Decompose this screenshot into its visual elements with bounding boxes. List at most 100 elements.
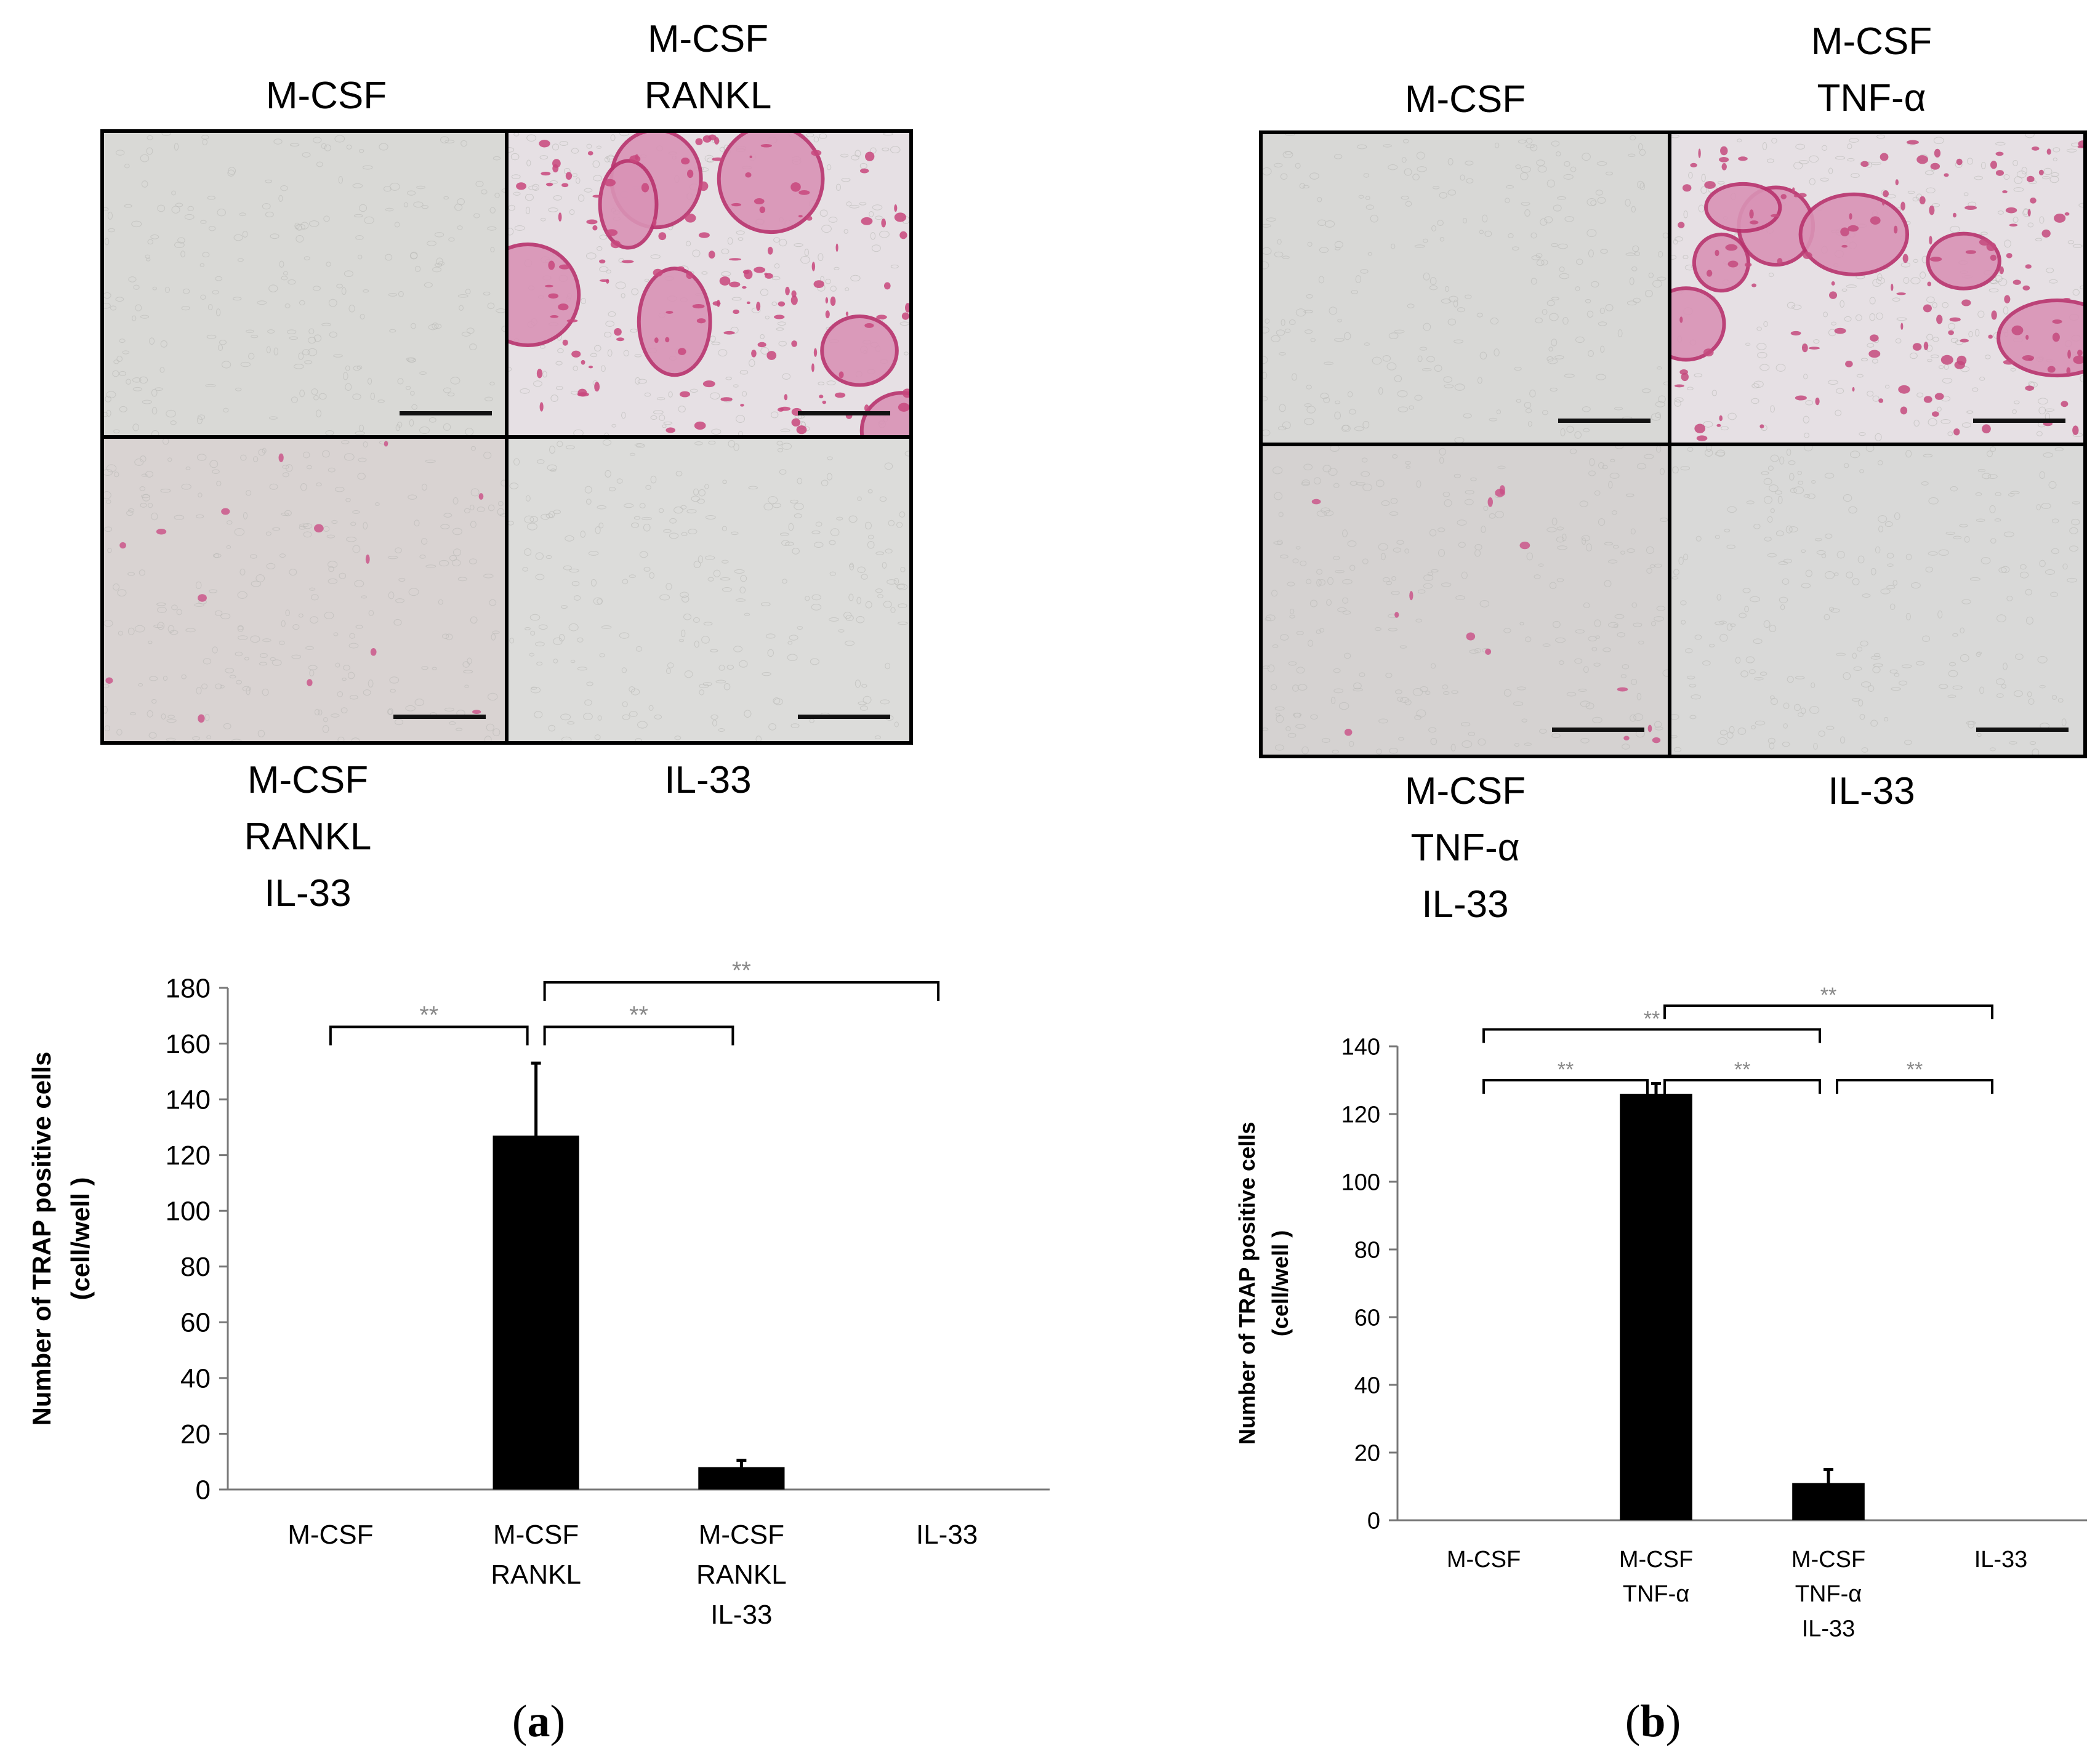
cell-outline	[153, 624, 164, 628]
cell-outline	[1553, 204, 1562, 212]
cell-outline	[1869, 297, 1876, 305]
cell-outline	[1457, 519, 1467, 526]
cell-outline	[358, 254, 363, 260]
trap-positive-cell	[2066, 367, 2071, 375]
cell-outline	[1354, 426, 1364, 431]
cell-outline	[250, 554, 257, 559]
cell-outline	[1994, 518, 2001, 522]
cell-outline	[1688, 172, 1693, 179]
cell-outline	[1701, 174, 1706, 182]
cell-outline	[206, 334, 217, 339]
cell-outline	[1316, 510, 1327, 517]
cell-outline	[738, 237, 744, 241]
cell-outline	[337, 736, 345, 741]
cell-outline	[1407, 303, 1415, 308]
cell-outline	[1551, 339, 1558, 347]
y-axis-unit-label: (cell/well )	[66, 1177, 95, 1301]
cell-outline	[594, 734, 601, 740]
cell-outline	[726, 665, 734, 670]
cell-outline	[341, 287, 347, 295]
cell-outline	[1916, 660, 1925, 666]
y-tick-label: 160	[166, 1029, 211, 1059]
cell-outline	[1497, 465, 1506, 470]
cell-outline	[1930, 355, 1939, 358]
cell-outline	[739, 660, 748, 668]
cell-outline	[415, 265, 421, 273]
trap-positive-cell	[2041, 229, 2051, 238]
cell-outline	[1397, 406, 1409, 412]
cell-outline	[496, 308, 505, 313]
cell-outline	[1342, 579, 1353, 585]
cell-outline	[305, 646, 314, 650]
cell-outline	[583, 713, 593, 720]
trap-positive-cell	[1690, 162, 1697, 167]
cell-outline	[1631, 678, 1638, 686]
cell-outline	[509, 147, 515, 153]
cell-outline	[354, 580, 364, 588]
cell-outline	[163, 439, 169, 445]
cell-outline	[150, 235, 159, 239]
cell-outline	[1263, 429, 1271, 436]
cell-outline	[781, 540, 790, 546]
cell-outline	[215, 276, 223, 281]
cell-outline	[328, 561, 338, 568]
cell-outline	[1805, 400, 1814, 406]
cell-outline	[1786, 448, 1791, 456]
cell-outline	[549, 446, 555, 454]
image-label-mcsf-rankl-il33: M-CSF RANKL IL-33	[244, 759, 372, 915]
cell-outline	[1644, 454, 1654, 459]
cell-outline	[1457, 307, 1465, 313]
cell-outline	[494, 193, 500, 198]
cell-outline	[605, 470, 611, 478]
cell-outline	[890, 607, 896, 614]
cell-outline	[279, 640, 285, 646]
cell-outline	[196, 687, 202, 695]
cell-outline	[1793, 486, 1804, 494]
trap-positive-cell	[767, 246, 773, 255]
cell-outline	[511, 174, 521, 180]
cell-outline	[1720, 426, 1729, 431]
trap-positive-cell	[314, 524, 324, 533]
cell-outline	[405, 385, 411, 390]
cell-outline	[693, 488, 699, 495]
cell-outline	[845, 640, 855, 646]
cell-outline	[1846, 571, 1854, 579]
cell-outline	[1513, 701, 1524, 706]
cell-outline	[2039, 471, 2046, 479]
cell-outline	[1680, 466, 1691, 471]
cell-outline	[167, 625, 175, 633]
cell-outline	[1745, 342, 1751, 346]
cell-outline	[237, 625, 244, 632]
cell-outline	[212, 553, 222, 558]
trap-positive-cell	[2011, 325, 2024, 335]
cell-outline	[1556, 536, 1565, 543]
cell-outline	[1636, 463, 1647, 470]
cell-outline	[1564, 161, 1570, 167]
cell-outline	[1279, 352, 1286, 356]
cell-outline	[349, 633, 355, 639]
cell-outline	[599, 235, 608, 240]
cell-outline	[1385, 580, 1393, 585]
cell-outline	[857, 566, 866, 574]
cell-outline	[637, 379, 648, 384]
cell-outline	[1654, 616, 1664, 622]
panel-letter-a: (a)	[477, 1696, 600, 1748]
cell-outline	[509, 366, 512, 372]
cell-outline	[622, 701, 628, 707]
cell-outline	[1746, 500, 1755, 505]
cell-outline	[711, 428, 722, 435]
trap-positive-cell	[756, 302, 761, 311]
cell-outline	[1313, 477, 1321, 485]
cell-outline	[2029, 741, 2037, 745]
cell-outline	[1263, 372, 1268, 379]
cell-outline	[225, 668, 235, 673]
cell-outline	[1372, 356, 1382, 365]
cell-outline	[1980, 162, 1986, 169]
cell-outline	[1316, 579, 1322, 587]
cell-outline	[197, 414, 206, 420]
cell-outline	[304, 256, 310, 260]
cell-outline	[255, 574, 265, 582]
cell-outline	[115, 150, 125, 156]
cell-outline	[1274, 492, 1283, 500]
cell-outline	[662, 424, 667, 428]
